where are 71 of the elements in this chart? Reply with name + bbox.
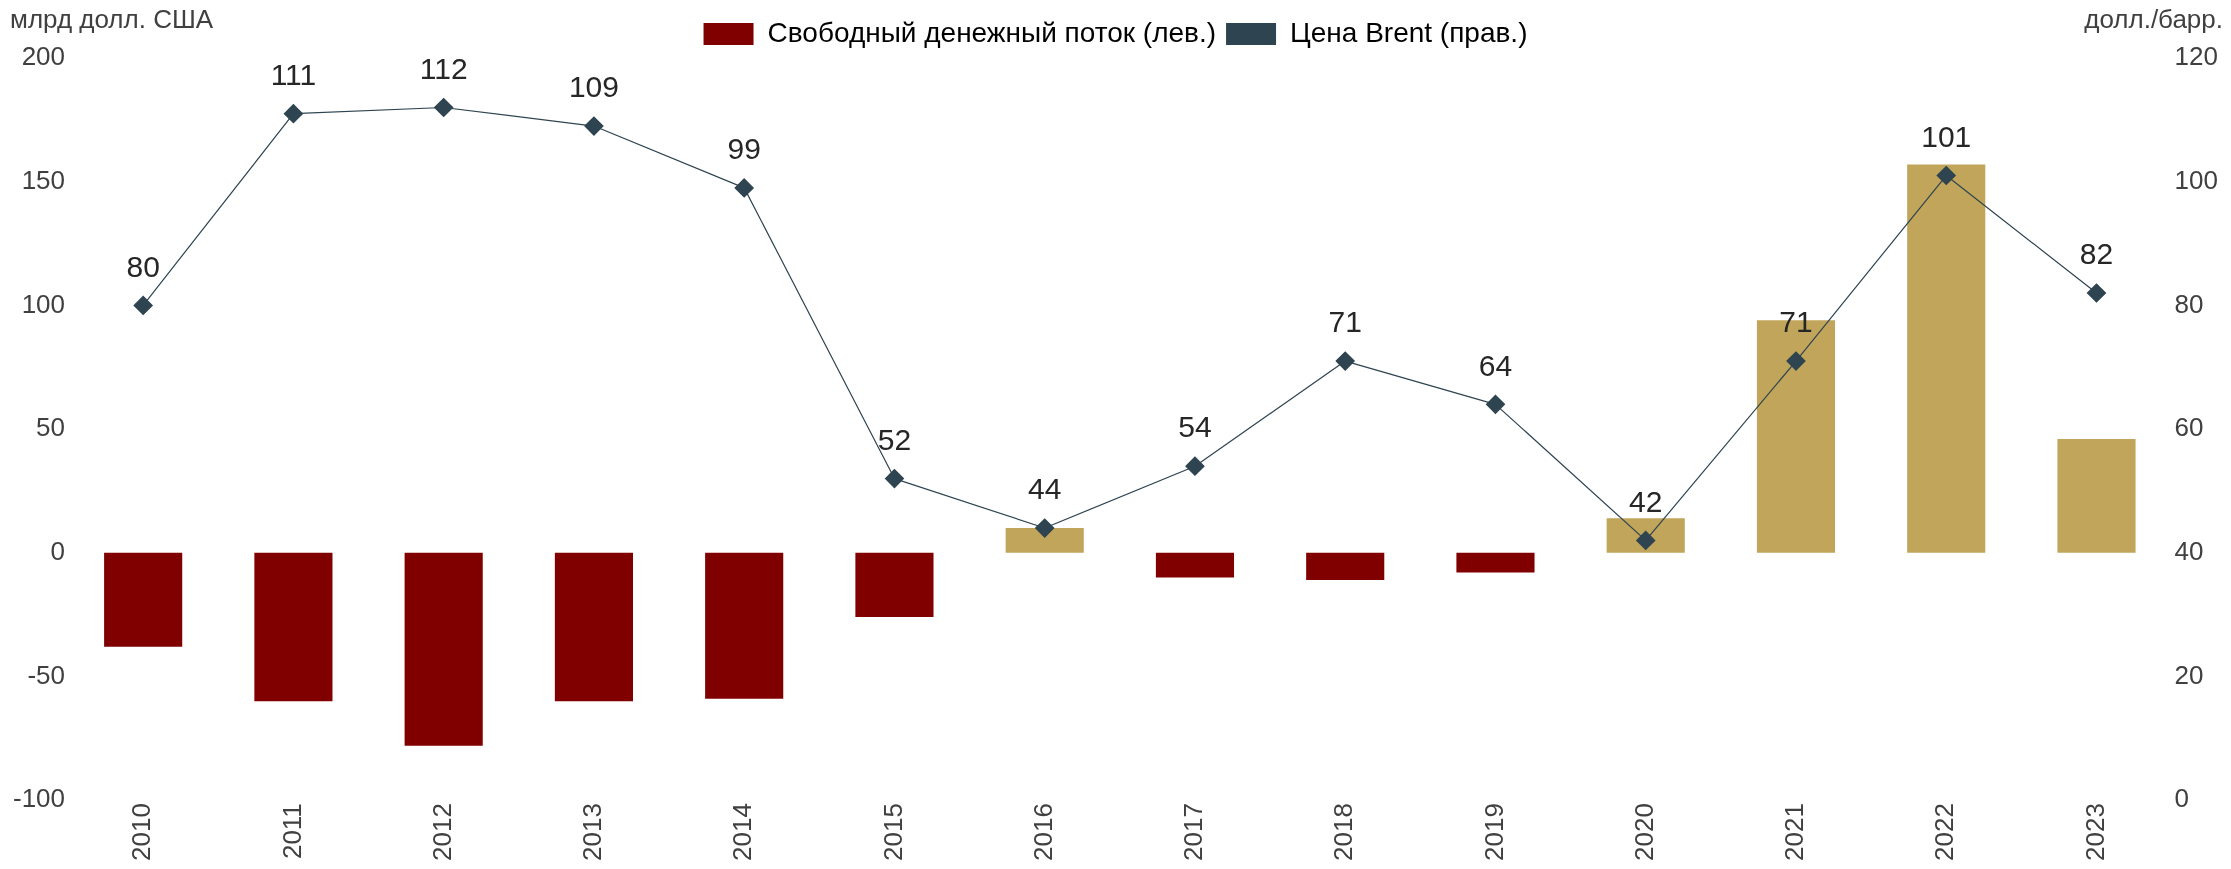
point — [133, 295, 153, 315]
bar — [1456, 552, 1535, 573]
y2-tick-label: 80 — [2174, 288, 2204, 319]
y-tick-label: 150 — [21, 164, 66, 195]
bar — [1907, 164, 1986, 553]
x-tick-label: 2014 — [727, 803, 758, 861]
bar — [705, 552, 784, 699]
point — [1786, 351, 1806, 371]
bar — [104, 552, 183, 647]
x-tick-label: 2019 — [1478, 803, 1509, 861]
x-tick-label: 2020 — [1628, 803, 1659, 861]
x-tick-label: 2021 — [1779, 803, 1810, 861]
data-label: 99 — [727, 132, 761, 166]
data-label: 52 — [877, 422, 912, 456]
x-tick-label: 2012 — [426, 803, 457, 861]
point — [1936, 165, 1956, 186]
data-label: 54 — [1178, 410, 1212, 444]
legend-label: Свободный денежный поток (лев.) — [767, 16, 1217, 48]
x-tick-label: 2016 — [1027, 803, 1058, 861]
legend-label: Цена Brent (прав.) — [1290, 16, 1528, 48]
point — [584, 116, 604, 136]
x-tick-label: 2022 — [1929, 803, 1960, 861]
point — [1035, 518, 1055, 538]
x-tick-label: 2015 — [877, 803, 908, 861]
point — [1485, 394, 1506, 414]
y2-tick-label: 120 — [2174, 41, 2219, 72]
x-tick-label: 2010 — [126, 803, 157, 861]
y2-tick-label: 0 — [2174, 783, 2190, 814]
point — [283, 104, 304, 124]
bar — [554, 552, 633, 702]
x-tick-label: 2023 — [2079, 803, 2110, 861]
y2-tick-label: 20 — [2174, 659, 2204, 690]
y2-tick-label: 40 — [2174, 535, 2204, 566]
point — [884, 468, 905, 489]
data-label: 80 — [126, 249, 160, 283]
data-label: 109 — [568, 70, 619, 104]
data-label: 64 — [1478, 348, 1513, 382]
bar — [1606, 518, 1685, 553]
x-tick-label: 2011 — [276, 803, 307, 860]
bar — [855, 552, 934, 618]
data-label: 44 — [1028, 472, 1062, 506]
y-tick-label: -50 — [27, 659, 66, 690]
y-tick-label: -100 — [12, 783, 66, 814]
point — [434, 97, 454, 118]
bar — [1155, 552, 1235, 578]
data-label: 82 — [2079, 237, 2114, 271]
bar — [404, 552, 483, 746]
x-tick-label: 2017 — [1178, 803, 1209, 861]
data-label: 71 — [1328, 305, 1362, 339]
y-axis-title: млрд долл. США — [10, 4, 214, 35]
bar — [2057, 438, 2136, 553]
bar — [254, 552, 333, 702]
bar — [1306, 552, 1385, 580]
y2-tick-label: 60 — [2174, 412, 2204, 443]
data-label: 112 — [419, 51, 468, 85]
data-label: 111 — [270, 57, 317, 91]
x-tick-label: 2013 — [577, 803, 608, 861]
x-tick-label: 2018 — [1328, 803, 1359, 861]
y-tick-label: 200 — [21, 41, 66, 72]
point — [1335, 351, 1355, 371]
data-label: 101 — [1921, 119, 1972, 153]
y2-axis-title: долл./барр. — [2084, 4, 2223, 35]
data-label: 42 — [1629, 484, 1663, 518]
y2-tick-label: 100 — [2174, 164, 2219, 195]
point — [1185, 456, 1205, 476]
point — [734, 178, 754, 198]
point — [2086, 283, 2107, 303]
bar — [1005, 528, 1084, 553]
y-tick-label: 0 — [50, 535, 66, 566]
y-tick-label: 100 — [21, 288, 66, 319]
y-tick-label: 50 — [36, 412, 66, 443]
